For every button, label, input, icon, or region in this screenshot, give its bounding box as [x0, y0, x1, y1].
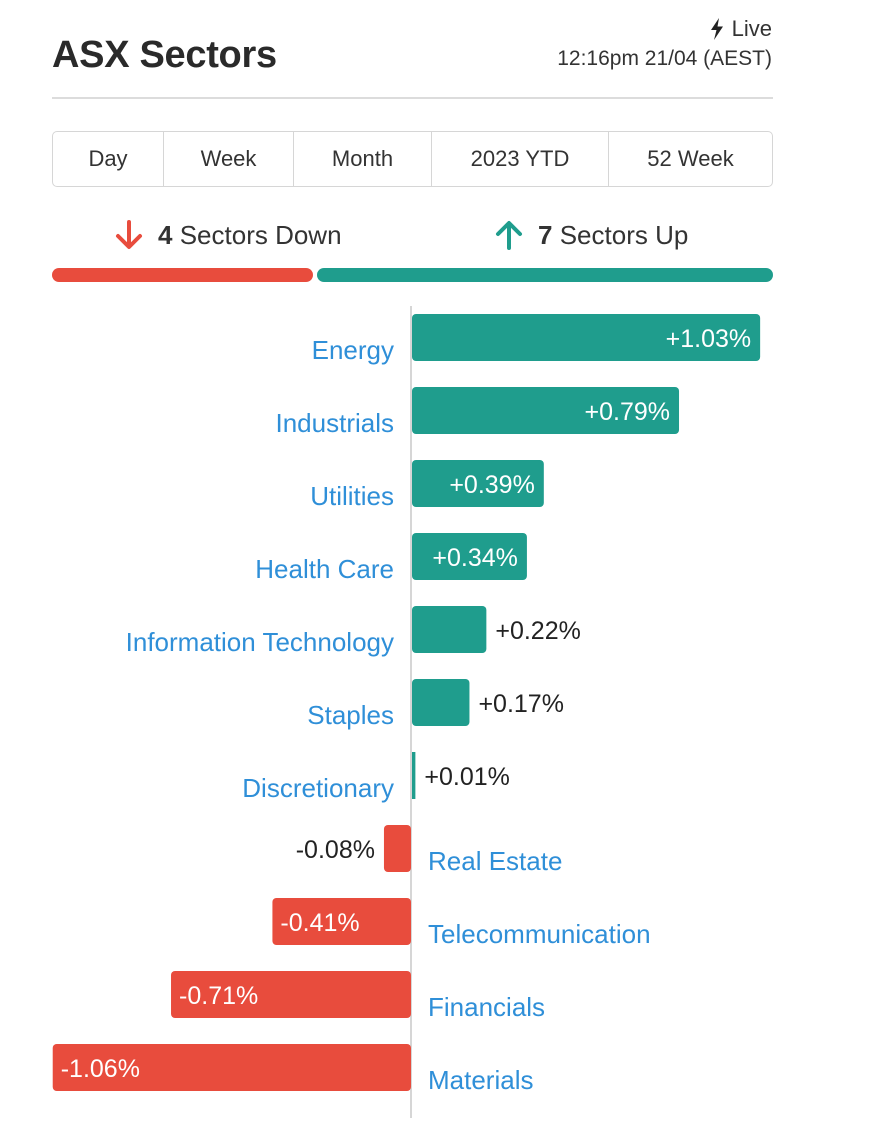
bar-staples: [412, 679, 470, 726]
tab-label: Month: [331, 146, 394, 171]
sectors-up-summary: 7 Sectors Up: [492, 218, 688, 252]
bar-row-real-estate: Real Estate -0.08%: [296, 825, 562, 876]
tab-2023-ytd[interactable]: 2023 YTD: [432, 132, 609, 186]
bar-row-staples: Staples +0.17%: [307, 679, 564, 730]
sector-label-information-technology[interactable]: Information Technology: [126, 627, 394, 657]
bar-telecommunication: [272, 898, 411, 945]
value-label-industrials: +0.79%: [585, 398, 671, 426]
bar-utilities: [412, 460, 544, 507]
period-tabs: Day Week Month 2023 YTD 52 Week: [52, 131, 773, 187]
bar-row-utilities: Utilities +0.39%: [310, 460, 544, 511]
arrow-down-icon: [116, 220, 142, 249]
sector-label-industrials[interactable]: Industrials: [276, 408, 395, 438]
value-label-real-estate: -0.08%: [296, 836, 375, 864]
bar-row-materials: Materials -1.06%: [52, 1044, 533, 1095]
bar-row-discretionary: Discretionary +0.01%: [242, 752, 510, 803]
bar-real-estate: [383, 825, 411, 872]
bar-financials: [171, 971, 411, 1018]
bar-row-industrials: Industrials +0.79%: [276, 387, 680, 438]
bar-energy: [412, 314, 761, 361]
sector-label-discretionary[interactable]: Discretionary: [242, 773, 394, 803]
value-label-discretionary: +0.01%: [424, 763, 510, 791]
value-label-materials: -1.06%: [61, 1055, 140, 1083]
page-title: ASX Sectors: [52, 34, 277, 76]
sector-summary: 4 Sectors Down 7 Sectors Up: [0, 218, 892, 258]
sectors-down-summary: 4 Sectors Down: [112, 218, 342, 252]
tab-label: Week: [200, 146, 257, 171]
lightning-bolt-icon: [710, 18, 723, 40]
sectors-down-bar: [52, 268, 313, 282]
bar-industrials: [412, 387, 680, 434]
value-label-utilities: +0.39%: [449, 471, 535, 499]
value-label-health-care: +0.34%: [432, 544, 518, 572]
tab-52-week[interactable]: 52 Week: [609, 132, 772, 186]
bar-row-telecommunication: Telecommunication -0.41%: [272, 898, 651, 949]
sector-label-staples[interactable]: Staples: [307, 700, 394, 730]
sector-label-real-estate[interactable]: Real Estate: [428, 846, 562, 876]
sector-label-utilities[interactable]: Utilities: [310, 481, 394, 511]
tab-label: Day: [88, 146, 128, 171]
value-label-information-technology: +0.22%: [495, 617, 581, 645]
tab-day[interactable]: Day: [53, 132, 164, 186]
bar-health-care: [412, 533, 527, 580]
sector-label-materials[interactable]: Materials: [428, 1065, 533, 1095]
sector-bar-chart: Energy +1.03% Industrials +0.79% Utilities +0…: [52, 306, 761, 1118]
bar-materials: [52, 1044, 411, 1091]
value-label-energy: +1.03%: [666, 325, 752, 353]
bar-row-information-technology: Information Technology +0.22%: [126, 606, 581, 657]
timestamp: 12:16pm 21/04 (AEST): [557, 47, 772, 70]
sectors-down-label: Sectors Down: [179, 219, 342, 250]
tab-label: 52 Week: [647, 146, 734, 171]
sector-balance-bar: [52, 268, 773, 282]
arrow-up-icon: [496, 221, 522, 250]
value-label-telecommunication: -0.41%: [280, 909, 359, 937]
value-label-financials: -0.71%: [179, 982, 258, 1010]
sectors-up-bar: [317, 268, 773, 282]
sectors-up-label: Sectors Up: [559, 219, 689, 250]
tab-label: 2023 YTD: [470, 146, 570, 171]
value-label-staples: +0.17%: [478, 690, 563, 718]
sectors-down-count: 4: [158, 219, 173, 250]
live-indicator: Live: [710, 16, 772, 42]
sector-label-energy[interactable]: Energy: [312, 335, 394, 365]
sector-label-financials[interactable]: Financials: [428, 992, 545, 1022]
bar-discretionary: [412, 752, 416, 799]
header-divider: [52, 97, 773, 99]
bar-information-technology: [412, 606, 487, 653]
sector-label-health-care[interactable]: Health Care: [255, 554, 394, 584]
bar-row-health-care: Health Care +0.34%: [255, 533, 527, 584]
tab-month[interactable]: Month: [294, 132, 432, 186]
sector-label-telecommunication[interactable]: Telecommunication: [428, 919, 651, 949]
tab-week[interactable]: Week: [164, 132, 294, 186]
live-label: Live: [731, 16, 772, 41]
bar-row-financials: Financials -0.71%: [171, 971, 545, 1022]
bar-row-energy: Energy +1.03%: [312, 314, 761, 365]
sectors-up-count: 7: [538, 219, 553, 250]
